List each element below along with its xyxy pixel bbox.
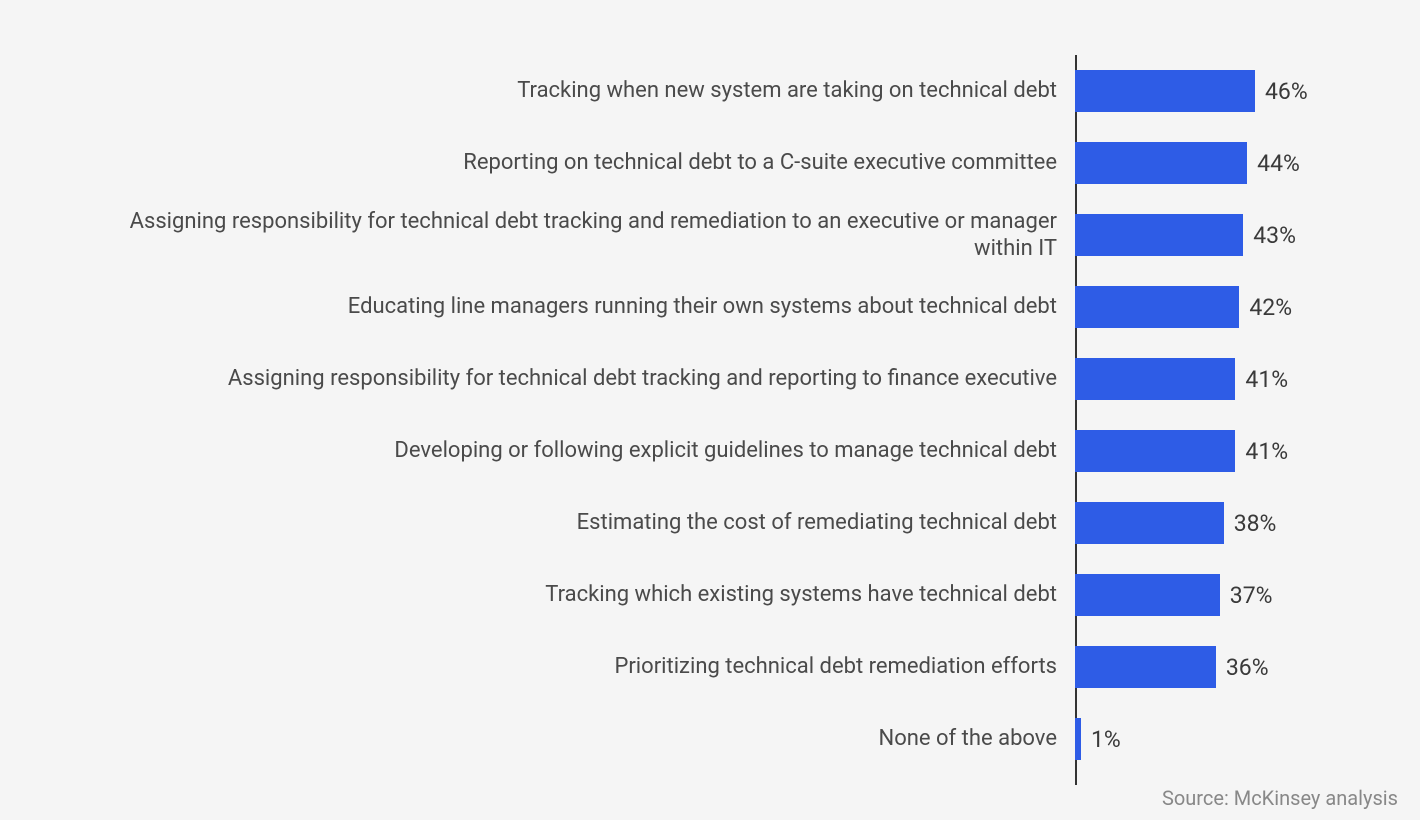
- bar-value: 37%: [1230, 582, 1273, 609]
- bar-area: 38%: [1075, 487, 1390, 559]
- bar-area: 43%: [1075, 199, 1390, 271]
- bar-label: Assigning responsibility for technical d…: [75, 208, 1075, 263]
- bar-area: 41%: [1075, 415, 1390, 487]
- bar-area: 42%: [1075, 271, 1390, 343]
- bar-label: None of the above: [75, 725, 1075, 753]
- bar: [1075, 646, 1216, 688]
- bar-area: 44%: [1075, 127, 1390, 199]
- bar: [1075, 286, 1239, 328]
- bar-label: Tracking when new system are taking on t…: [75, 77, 1075, 105]
- bar-row: Tracking when new system are taking on t…: [75, 55, 1390, 127]
- bar-label: Estimating the cost of remediating techn…: [75, 509, 1075, 537]
- bar-area: 1%: [1075, 703, 1390, 775]
- bar-label: Assigning responsibility for technical d…: [75, 365, 1075, 393]
- bar-label: Tracking which existing systems have tec…: [75, 581, 1075, 609]
- bar-area: 37%: [1075, 559, 1390, 631]
- bar-label: Educating line managers running their ow…: [75, 293, 1075, 321]
- bar-value: 44%: [1257, 150, 1300, 177]
- bar: [1075, 70, 1255, 112]
- bar-label: Developing or following explicit guideli…: [75, 437, 1075, 465]
- bar-area: 36%: [1075, 631, 1390, 703]
- bar-value: 43%: [1253, 222, 1296, 249]
- bar-row: Assigning responsibility for technical d…: [75, 343, 1390, 415]
- bar: [1075, 502, 1224, 544]
- bar-row: Prioritizing technical debt remediation …: [75, 631, 1390, 703]
- bar-row: Educating line managers running their ow…: [75, 271, 1390, 343]
- bar-value: 1%: [1091, 726, 1121, 753]
- bar: [1075, 430, 1235, 472]
- bar: [1075, 574, 1220, 616]
- bar-row: Estimating the cost of remediating techn…: [75, 487, 1390, 559]
- bar-area: 46%: [1075, 55, 1390, 127]
- bar-row: Assigning responsibility for technical d…: [75, 199, 1390, 271]
- bar-label: Reporting on technical debt to a C-suite…: [75, 149, 1075, 177]
- bar-value: 38%: [1234, 510, 1277, 537]
- bar-label: Prioritizing technical debt remediation …: [75, 653, 1075, 681]
- bar-value: 42%: [1249, 294, 1292, 321]
- bar-area: 41%: [1075, 343, 1390, 415]
- bar-value: 41%: [1245, 438, 1288, 465]
- bar: [1075, 718, 1081, 760]
- bar-value: 46%: [1265, 78, 1308, 105]
- bar-value: 41%: [1245, 366, 1288, 393]
- bar: [1075, 142, 1247, 184]
- bar-row: Reporting on technical debt to a C-suite…: [75, 127, 1390, 199]
- bar-row: Developing or following explicit guideli…: [75, 415, 1390, 487]
- bar: [1075, 358, 1235, 400]
- bar-value: 36%: [1226, 654, 1269, 681]
- bar: [1075, 214, 1243, 256]
- source-attribution: Source: McKinsey analysis: [1162, 786, 1398, 810]
- bar-row: Tracking which existing systems have tec…: [75, 559, 1390, 631]
- bar-chart: Tracking when new system are taking on t…: [75, 55, 1390, 790]
- bar-row: None of the above 1%: [75, 703, 1390, 775]
